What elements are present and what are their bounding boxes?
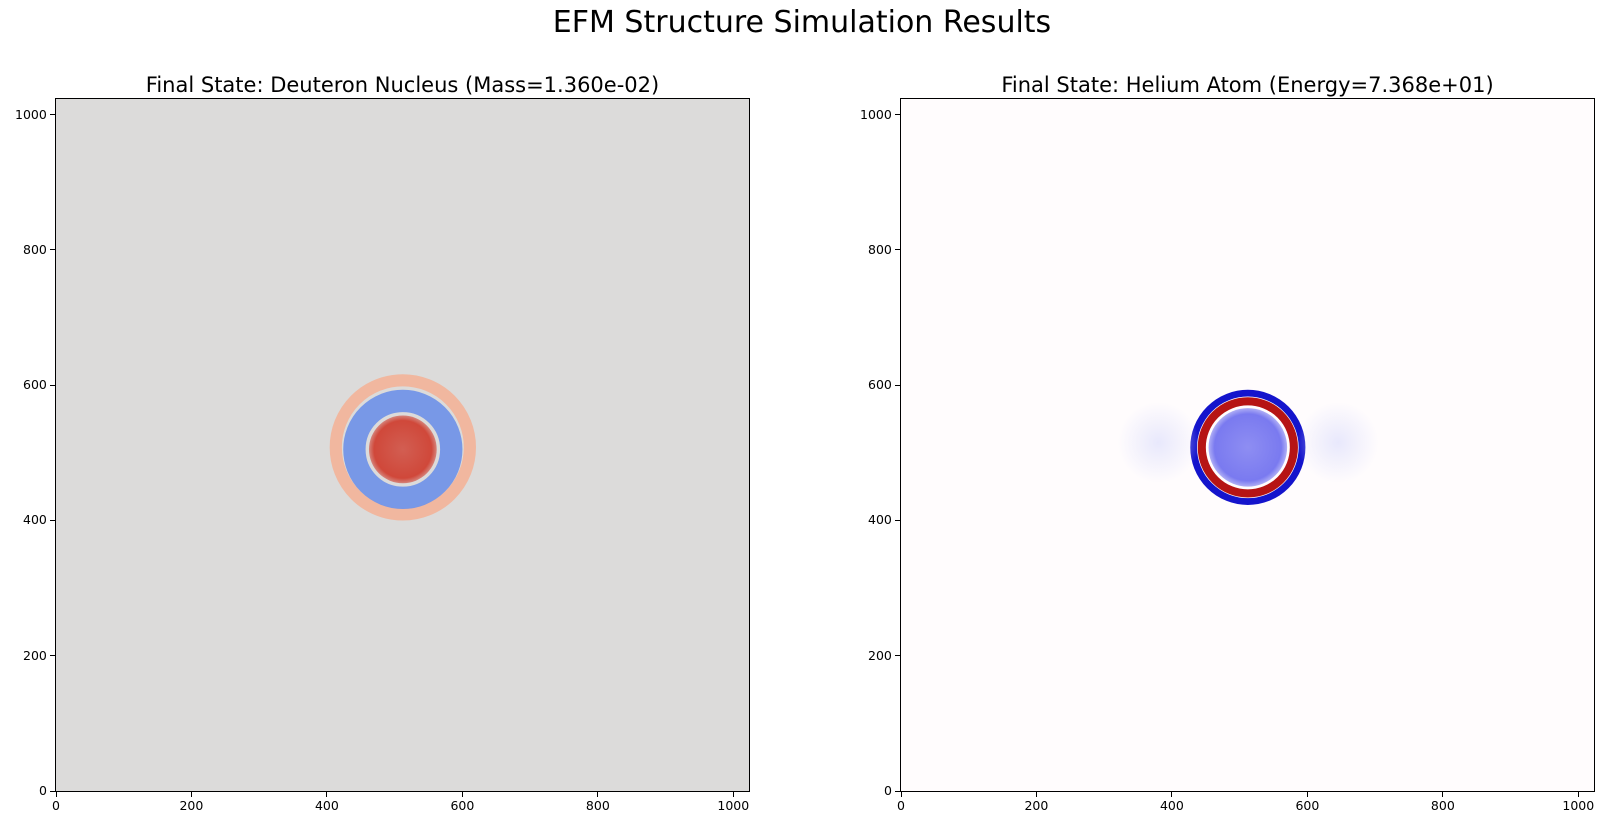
helium-x-tick-label: 600	[1295, 798, 1320, 813]
helium-y-tick	[895, 519, 900, 521]
deuteron-y-tick-label: 200	[23, 647, 47, 663]
helium-x-tick	[1035, 792, 1037, 797]
helium-y-tick-label: 400	[868, 512, 892, 528]
helium-x-tick-label: 400	[1159, 798, 1184, 813]
deuteron-x-tick	[461, 792, 463, 797]
helium-heatmap-canvas	[901, 99, 1594, 791]
deuteron-x-tick-label: 1000	[717, 798, 750, 813]
deuteron-ring-0	[329, 374, 476, 521]
helium-x-tick-label: 0	[897, 798, 905, 813]
deuteron-y-tick	[50, 114, 55, 116]
helium-x-tick	[1306, 792, 1308, 797]
deuteron-y-tick	[50, 384, 55, 386]
deuteron-y-tick	[50, 249, 55, 251]
figure-title: EFM Structure Simulation Results	[552, 5, 1052, 40]
deuteron-disk-2	[368, 415, 437, 484]
deuteron-x-tick	[597, 792, 599, 797]
deuteron-heatmap-canvas	[56, 99, 749, 791]
helium-blob-2	[1117, 401, 1200, 484]
helium-y-tick-label: 1000	[860, 106, 892, 122]
helium-y-tick-label: 600	[868, 377, 892, 393]
deuteron-y-tick-label: 600	[23, 377, 47, 393]
helium-ring-1	[1197, 397, 1298, 498]
helium-y-tick	[895, 790, 900, 792]
deuteron-heatmap	[55, 98, 750, 792]
helium-y-tick	[895, 249, 900, 251]
helium-disk-4	[1208, 408, 1288, 487]
deuteron-y-tick-label: 0	[39, 783, 47, 798]
deuteron-x-tick-label: 600	[450, 798, 475, 813]
helium-y-tick	[895, 655, 900, 657]
deuteron-y-tick-label: 400	[23, 512, 47, 528]
helium-panel-title: Final State: Helium Atom (Energy=7.368e+…	[1001, 73, 1494, 97]
deuteron-x-tick	[55, 792, 57, 797]
helium-x-tick-label: 1000	[1562, 798, 1595, 813]
helium-y-tick-label: 200	[868, 647, 892, 663]
helium-y-tick	[895, 384, 900, 386]
deuteron-y-tick-label: 1000	[15, 106, 47, 122]
helium-x-tick	[1442, 792, 1444, 797]
deuteron-x-tick-label: 200	[179, 798, 204, 813]
helium-heatmap	[900, 98, 1595, 792]
deuteron-y-tick	[50, 655, 55, 657]
helium-y-tick-label: 0	[884, 783, 892, 798]
deuteron-y-tick	[50, 790, 55, 792]
deuteron-x-tick	[190, 792, 192, 797]
deuteron-y-tick-label: 800	[23, 241, 47, 257]
helium-x-tick-label: 200	[1024, 798, 1049, 813]
helium-x-tick-label: 800	[1430, 798, 1455, 813]
deuteron-y-tick	[50, 519, 55, 521]
deuteron-x-tick	[326, 792, 328, 797]
deuteron-panel-title: Final State: Deuteron Nucleus (Mass=1.36…	[145, 73, 660, 97]
deuteron-x-tick-label: 400	[314, 798, 339, 813]
deuteron-x-tick	[732, 792, 734, 797]
deuteron-x-tick-label: 0	[52, 798, 60, 813]
helium-x-tick	[1171, 792, 1173, 797]
helium-y-tick	[895, 114, 900, 116]
helium-x-tick	[1577, 792, 1579, 797]
deuteron-x-tick-label: 800	[585, 798, 610, 813]
helium-y-tick-label: 800	[868, 241, 892, 257]
helium-blob-3	[1297, 401, 1379, 484]
helium-x-tick	[900, 792, 902, 797]
deuteron-ring-1	[343, 389, 463, 510]
